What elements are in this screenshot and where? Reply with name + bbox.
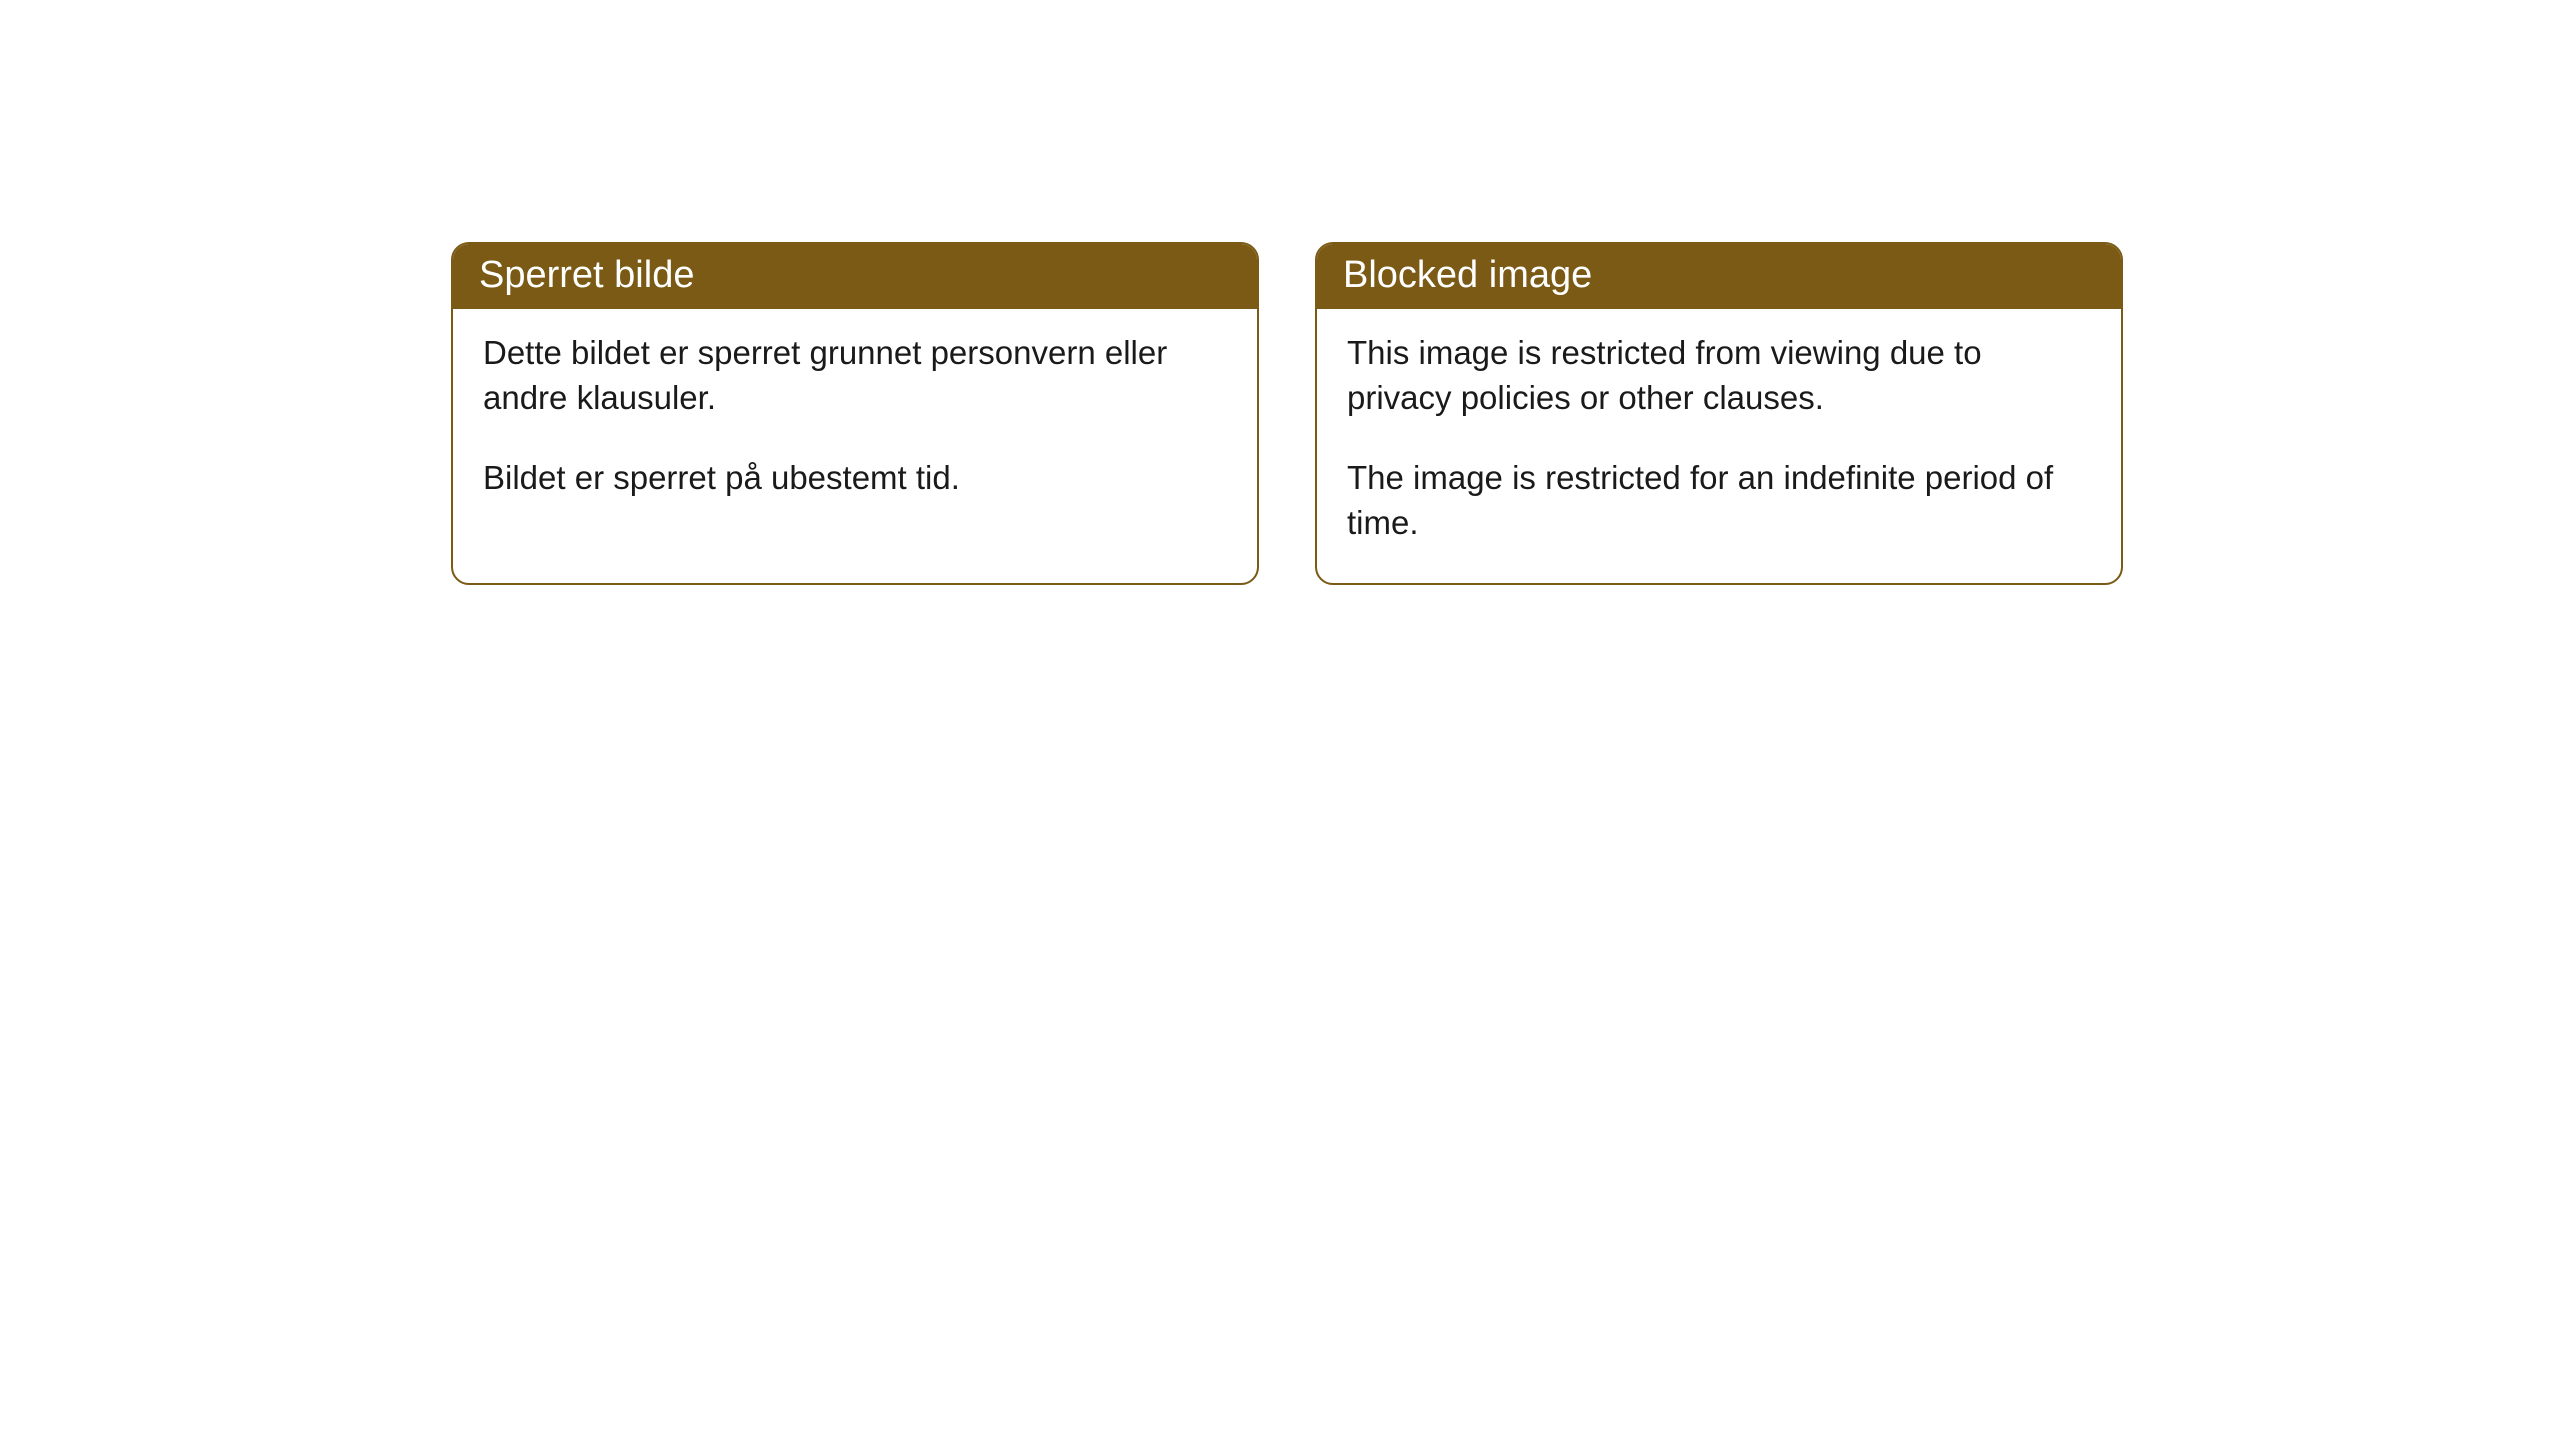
card-text-no-1: Dette bildet er sperret grunnet personve… <box>483 331 1227 420</box>
card-text-en-1: This image is restricted from viewing du… <box>1347 331 2091 420</box>
card-header-en: Blocked image <box>1317 244 2121 309</box>
blocked-image-card-no: Sperret bilde Dette bildet er sperret gr… <box>451 242 1259 585</box>
card-text-no-2: Bildet er sperret på ubestemt tid. <box>483 456 1227 501</box>
card-header-no: Sperret bilde <box>453 244 1257 309</box>
notice-container: Sperret bilde Dette bildet er sperret gr… <box>0 0 2560 585</box>
blocked-image-card-en: Blocked image This image is restricted f… <box>1315 242 2123 585</box>
card-body-no: Dette bildet er sperret grunnet personve… <box>453 309 1257 539</box>
card-body-en: This image is restricted from viewing du… <box>1317 309 2121 583</box>
card-text-en-2: The image is restricted for an indefinit… <box>1347 456 2091 545</box>
